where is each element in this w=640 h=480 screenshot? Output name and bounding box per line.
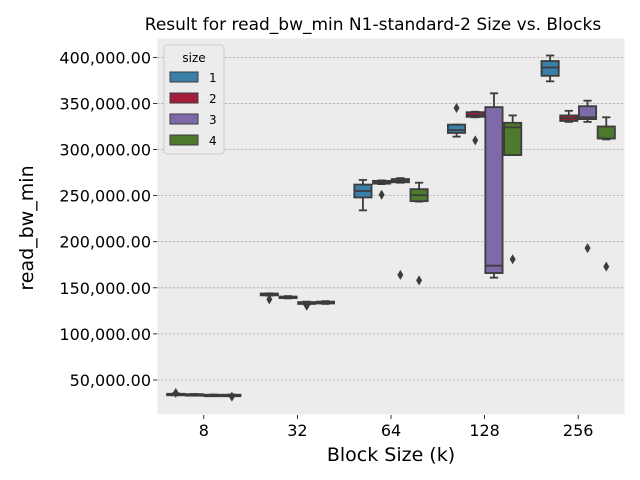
box-1-8 xyxy=(166,387,186,398)
box-body xyxy=(484,106,504,274)
y-tick-label: 300,000.00 xyxy=(59,141,151,160)
box-4-64 xyxy=(409,181,429,286)
box-body xyxy=(540,60,560,77)
legend-swatch-3 xyxy=(169,113,199,125)
y-tick-label: 400,000.00 xyxy=(59,48,151,67)
box-4-128 xyxy=(503,114,523,265)
box-2-128 xyxy=(465,110,485,146)
outlier-point xyxy=(303,300,310,311)
box-2-32 xyxy=(278,295,298,300)
box-body xyxy=(596,125,616,140)
outlier-point xyxy=(509,254,516,265)
box-body xyxy=(578,105,598,121)
x-axis-label: Block Size (k) xyxy=(327,444,455,466)
legend-swatch-1 xyxy=(169,71,199,83)
box-1-256 xyxy=(540,54,560,83)
x-tick-label: 8 xyxy=(199,421,209,440)
plot-area xyxy=(156,37,626,416)
box-4-32 xyxy=(315,300,335,305)
grid-layer xyxy=(157,56,625,381)
box-4-256 xyxy=(596,116,616,272)
box-body xyxy=(465,111,485,118)
legend-swatch-4 xyxy=(169,134,199,146)
box-1-32 xyxy=(259,292,279,305)
x-tick-label: 256 xyxy=(563,421,594,440)
outlier-point xyxy=(378,189,385,200)
box-3-128 xyxy=(484,92,504,279)
box-4-8 xyxy=(222,391,242,402)
legend-label-4: 4 xyxy=(209,134,217,148)
axis-layer: 50,000.00 100,000.00 150,000.00 200,000.00 2… xyxy=(59,48,593,440)
chart-title: Result for read_bw_min N1-standard-2 Siz… xyxy=(145,15,602,35)
box-body xyxy=(503,121,523,156)
y-tick-label: 150,000.00 xyxy=(59,279,151,298)
legend-title: size xyxy=(182,51,205,65)
box-body xyxy=(447,123,467,134)
box-2-256 xyxy=(559,109,579,123)
outlier-point xyxy=(584,243,591,254)
x-tick-label: 32 xyxy=(287,421,307,440)
legend-swatch-2 xyxy=(169,92,199,104)
box-3-8 xyxy=(203,393,223,398)
outlier-point xyxy=(453,103,460,114)
y-tick-label: 100,000.00 xyxy=(59,325,151,344)
box-3-32 xyxy=(297,300,317,311)
legend-label-3: 3 xyxy=(209,113,217,127)
y-axis-label: read_bw_min xyxy=(16,165,38,290)
outlier-point xyxy=(397,269,404,280)
x-tick-label: 64 xyxy=(381,421,401,440)
y-tick-label: 200,000.00 xyxy=(59,233,151,252)
outlier-point xyxy=(472,135,479,146)
y-tick-label: 50,000.00 xyxy=(70,371,151,390)
legend: size 1 2 3 4 xyxy=(163,44,225,155)
outlier-point xyxy=(266,294,273,305)
box-3-256 xyxy=(578,99,598,254)
outlier-point xyxy=(172,387,179,398)
y-tick-label: 250,000.00 xyxy=(59,187,151,206)
outlier-point xyxy=(603,261,610,272)
legend-label-1: 1 xyxy=(209,71,217,85)
box-2-8 xyxy=(184,393,204,397)
box-3-64 xyxy=(390,177,410,280)
box-1-64 xyxy=(353,179,373,212)
x-tick-label: 128 xyxy=(469,421,500,440)
outlier-point xyxy=(228,391,235,402)
outlier-point xyxy=(416,275,423,286)
box-1-128 xyxy=(447,103,467,138)
legend-label-2: 2 xyxy=(209,92,217,106)
box-layer xyxy=(166,54,616,402)
y-tick-label: 350,000.00 xyxy=(59,94,151,113)
box-2-64 xyxy=(372,179,392,200)
